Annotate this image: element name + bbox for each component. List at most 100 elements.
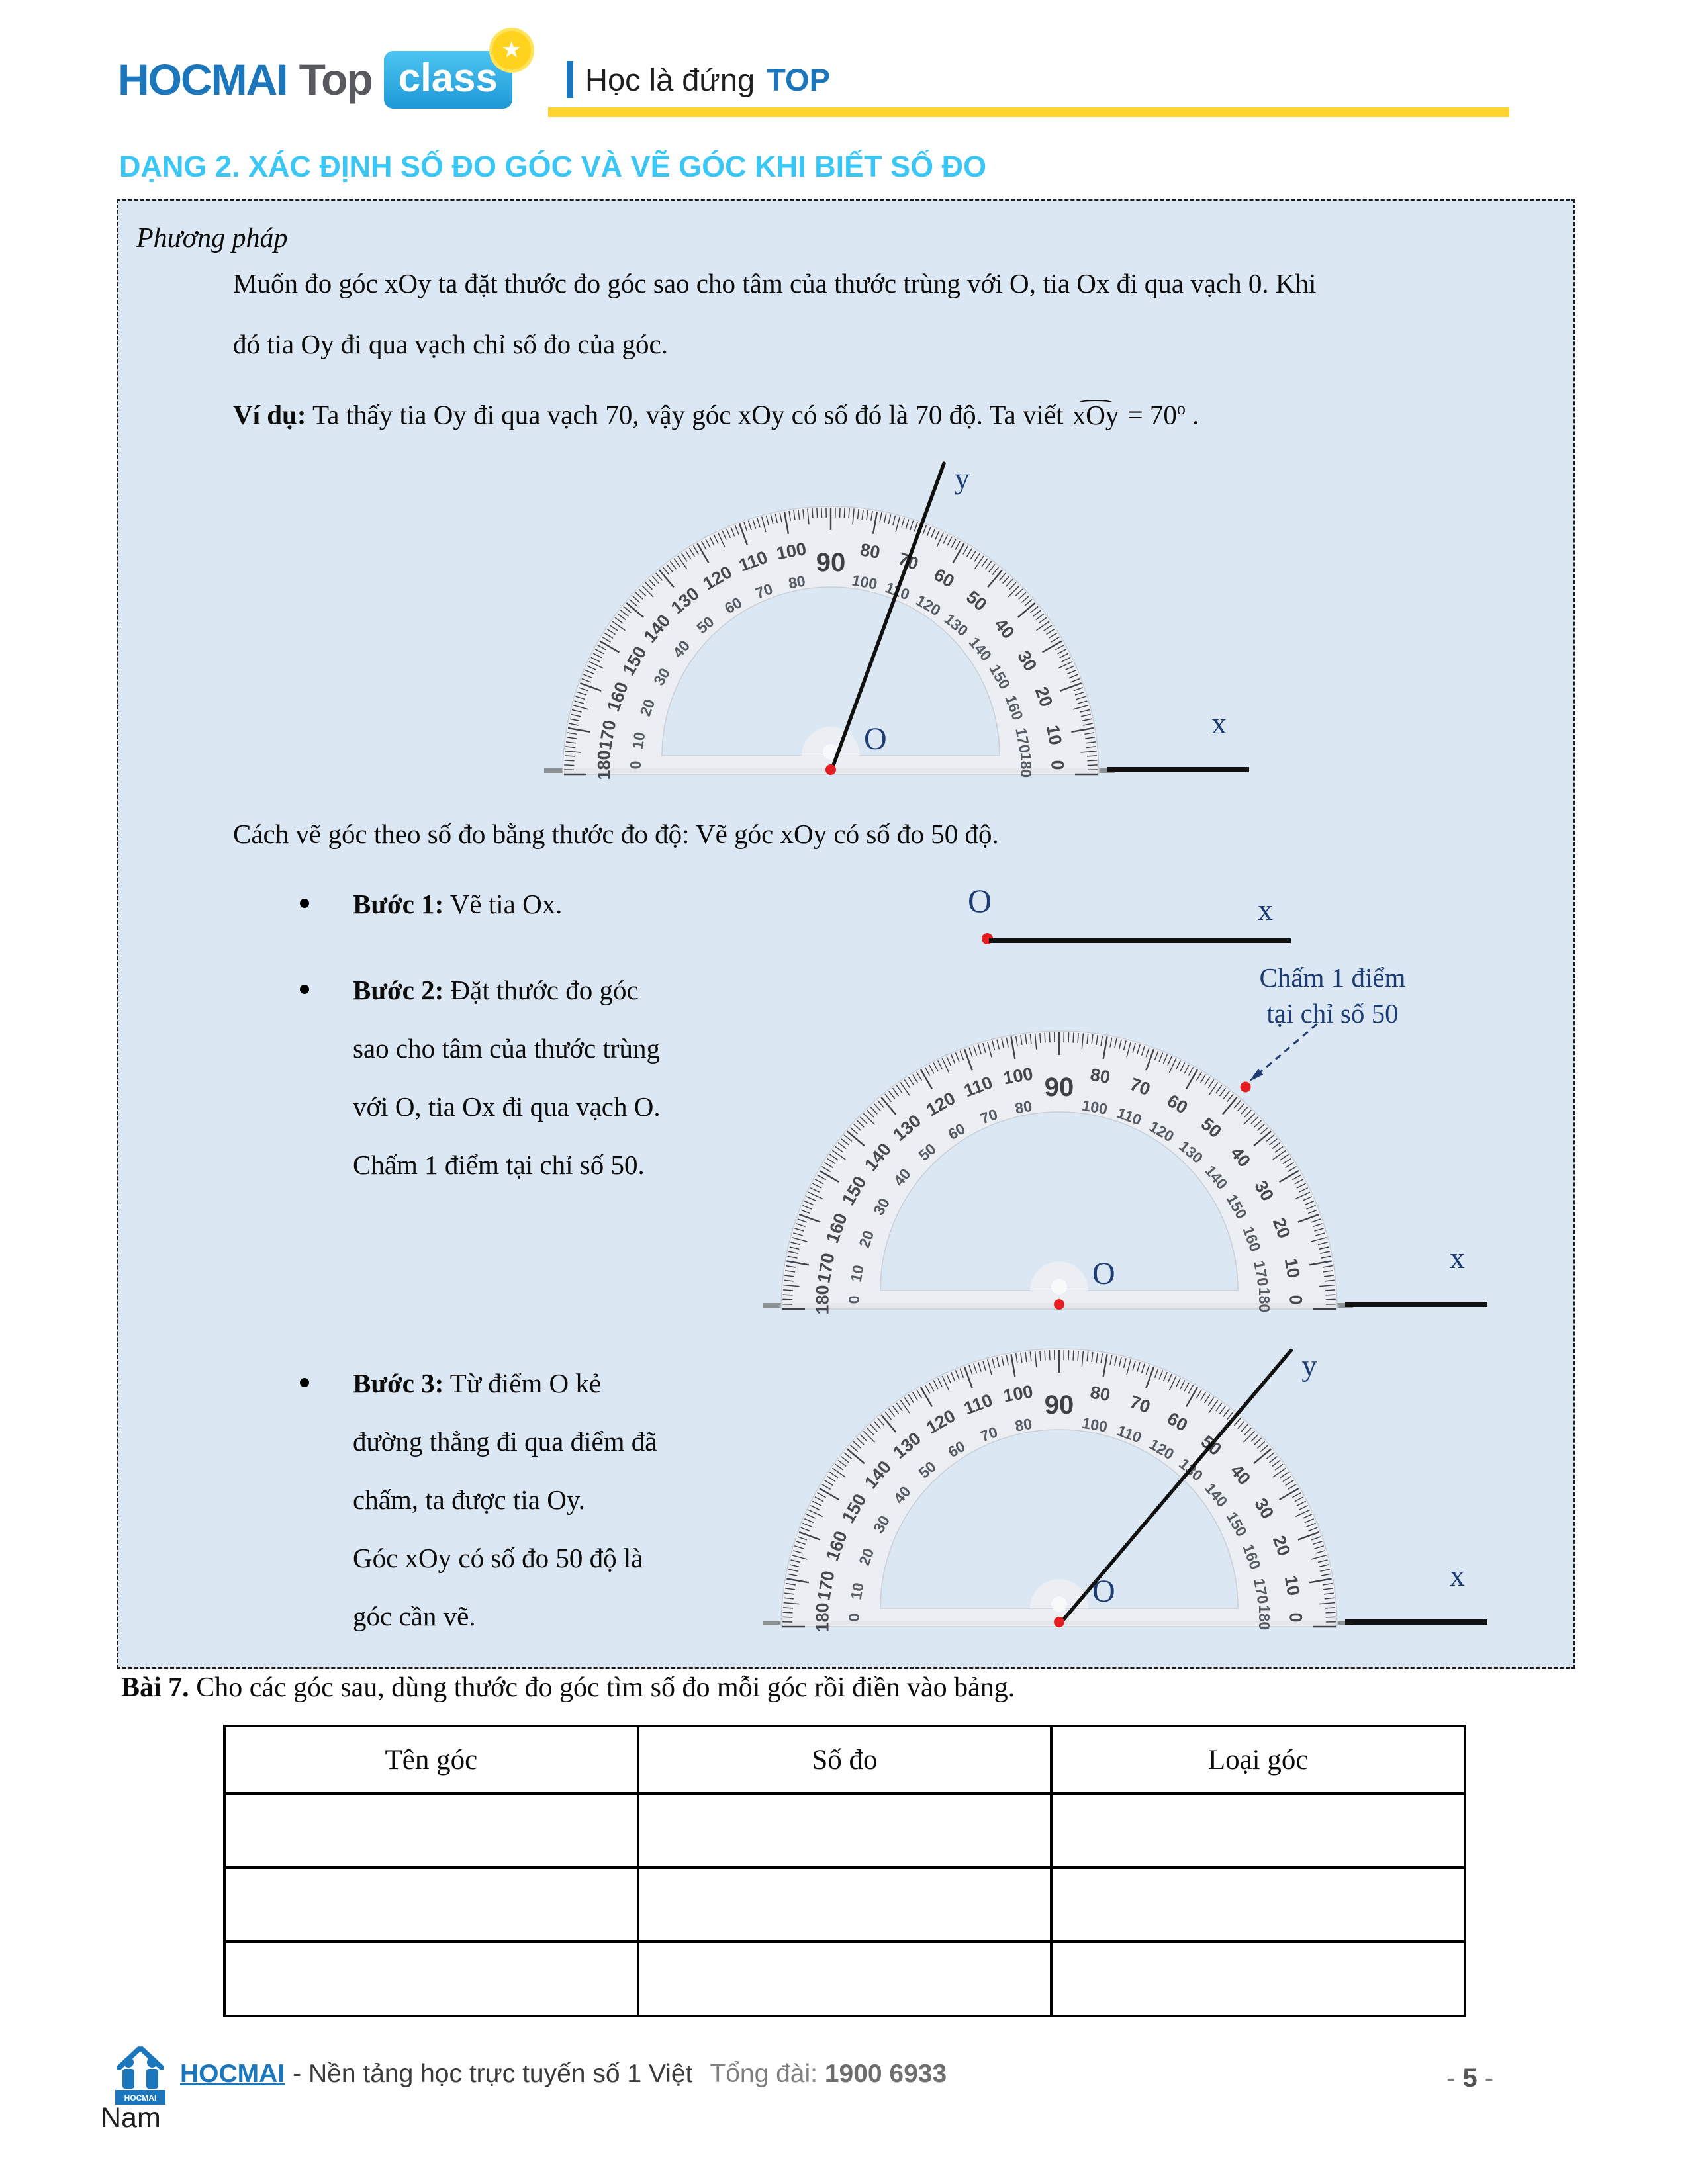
step-text: Đặt thước đo góc sao cho tâm của thước t… — [353, 975, 661, 1180]
footer-text: - Nền tảng học trực tuyến số 1 Việt — [293, 2060, 693, 2088]
svg-text:100: 100 — [851, 571, 878, 592]
tick-marks — [782, 1032, 1336, 1310]
hotline-label: Tổng đài: — [710, 2060, 825, 2088]
protractor-center-bump — [1030, 1261, 1088, 1291]
table-cell-empty — [636, 1940, 1053, 2017]
example-label: Ví dụ: — [233, 399, 306, 430]
method-paragraph: Muốn đo góc xOy ta đặt thước đo góc sao … — [233, 268, 1317, 359]
table-row — [223, 1940, 1466, 2017]
svg-text:180: 180 — [812, 1285, 832, 1314]
col-header-loai-goc: Loại góc — [1050, 1725, 1466, 1795]
tagline-top-text: TOP — [767, 62, 830, 97]
diagram-ray-ox — [989, 938, 1291, 943]
example-body: Ta thấy tia Oy đi qua vạch 70, vậy góc x… — [306, 399, 1070, 430]
table-cell-empty — [223, 1940, 639, 2017]
degree-symbol: o — [1176, 399, 1186, 418]
ray-oy — [829, 461, 946, 774]
step-label: Bước 1: — [353, 889, 444, 919]
svg-text:180: 180 — [1256, 1605, 1273, 1630]
protractor-figure-50deg: 0180101702016030150401405013060120701108… — [763, 1348, 1487, 1633]
tagline-bar-icon — [567, 61, 573, 98]
protractor-figure-70deg: 0180101702016030150401405013060120701108… — [544, 461, 1249, 780]
origin-dot — [1054, 1299, 1064, 1310]
example-line: Ví dụ: Ta thấy tia Oy đi qua vạch 70, vậ… — [233, 379, 1199, 445]
svg-text:10: 10 — [1043, 723, 1066, 747]
bullet-icon — [300, 985, 309, 994]
page-num-value: 5 — [1462, 2064, 1477, 2093]
svg-text:10: 10 — [1281, 1257, 1304, 1280]
table-cell-empty — [1050, 1792, 1466, 1869]
label-x: x — [1450, 1559, 1465, 1592]
svg-text:10: 10 — [629, 731, 649, 751]
svg-text:90: 90 — [1045, 1390, 1074, 1420]
bullet-icon — [300, 1378, 309, 1387]
footer-hotline: Tổng đài: 1900 6933 — [710, 2060, 947, 2089]
table-cell-empty — [223, 1866, 639, 1943]
table-cell-empty — [223, 1792, 639, 1869]
example-period: . — [1185, 399, 1199, 430]
footer-logo-caption: HOCMAI — [124, 2093, 157, 2103]
logo-top-text: Top — [299, 55, 373, 104]
mark-dot-50 — [1240, 1081, 1251, 1093]
protractor-center-bump — [1030, 1579, 1088, 1608]
annotation-callout: Chấm 1 điểm tại chỉ số 50 — [1223, 960, 1442, 1031]
section-title: DẠNG 2. XÁC ĐỊNH SỐ ĐO GÓC VÀ VẼ GÓC KHI… — [119, 150, 987, 183]
svg-text:80: 80 — [787, 572, 807, 592]
header-underline — [548, 107, 1509, 117]
ray-ox-extension — [1107, 767, 1249, 772]
origin-dot — [825, 764, 836, 775]
star-icon: ★ — [492, 30, 531, 69]
svg-text:180: 180 — [1017, 752, 1035, 778]
angle-name-text: xOy — [1072, 399, 1119, 430]
table-row — [223, 1866, 1466, 1943]
hotline-number: 1900 6933 — [824, 2060, 947, 2088]
label-o: O — [1092, 1256, 1115, 1291]
header-logo: HOCMAI Top class ★ — [118, 30, 531, 111]
header-tagline: Học là đứng TOP — [567, 61, 830, 98]
exercise-table: Tên góc Số đo Loại góc — [223, 1725, 1466, 2017]
protractor-body — [780, 1030, 1338, 1310]
annotation-line-1: Chấm 1 điểm — [1259, 962, 1406, 993]
logo-class-text: class — [398, 55, 498, 100]
label-o: O — [864, 721, 887, 756]
svg-text:180: 180 — [812, 1602, 832, 1632]
svg-text:80: 80 — [1089, 1383, 1112, 1406]
label-y: y — [955, 461, 970, 495]
footer-logo-icon: HOCMAI — [115, 2046, 165, 2105]
tagline-text: Học là đứng — [585, 62, 755, 97]
diagram-label-o: O — [968, 882, 992, 919]
svg-text:0: 0 — [1048, 760, 1068, 770]
table-cell-empty — [1050, 1866, 1466, 1943]
label-y: y — [1301, 1349, 1317, 1383]
col-header-so-do: Số đo — [636, 1725, 1053, 1795]
step-item-2: Bước 2: Đặt thước đo góc sao cho tâm của… — [300, 961, 810, 1194]
annotation-arrow — [1251, 1023, 1318, 1080]
svg-text:0: 0 — [1286, 1612, 1306, 1622]
method-box — [117, 199, 1575, 1669]
step-label: Bước 3: — [353, 1368, 444, 1398]
page-num-dash: - — [1446, 2064, 1463, 2093]
bullet-icon — [300, 899, 309, 908]
svg-text:0: 0 — [1286, 1295, 1306, 1304]
center-hole — [1051, 1596, 1067, 1612]
svg-text:80: 80 — [1089, 1065, 1112, 1088]
annotation-arrowhead — [1248, 1069, 1264, 1082]
method-heading: Phương pháp — [136, 223, 288, 253]
diagram-label-x: x — [1258, 893, 1273, 927]
col-header-ten-goc: Tên góc — [223, 1725, 639, 1795]
svg-text:180: 180 — [594, 750, 614, 780]
draw-instruction: Cách vẽ góc theo số đo bằng thước đo độ:… — [233, 819, 999, 849]
svg-text:10: 10 — [847, 1581, 867, 1601]
table-cell-empty — [636, 1792, 1053, 1869]
footer-brand-link[interactable]: HOCMAI — [180, 2060, 285, 2088]
table-cell-empty — [636, 1866, 1053, 1943]
svg-text:0: 0 — [627, 761, 644, 770]
annotation-line-2: tại chỉ số 50 — [1266, 998, 1399, 1028]
angle-hat-icon: ⌢ — [1076, 391, 1115, 408]
protractor-body — [780, 1348, 1338, 1627]
svg-text:10: 10 — [847, 1263, 867, 1283]
ray-oy — [1057, 1348, 1293, 1627]
step-item-3: Bước 3: Từ điểm O kẻ đường thẳng đi qua … — [300, 1354, 810, 1645]
center-hole — [823, 744, 839, 760]
